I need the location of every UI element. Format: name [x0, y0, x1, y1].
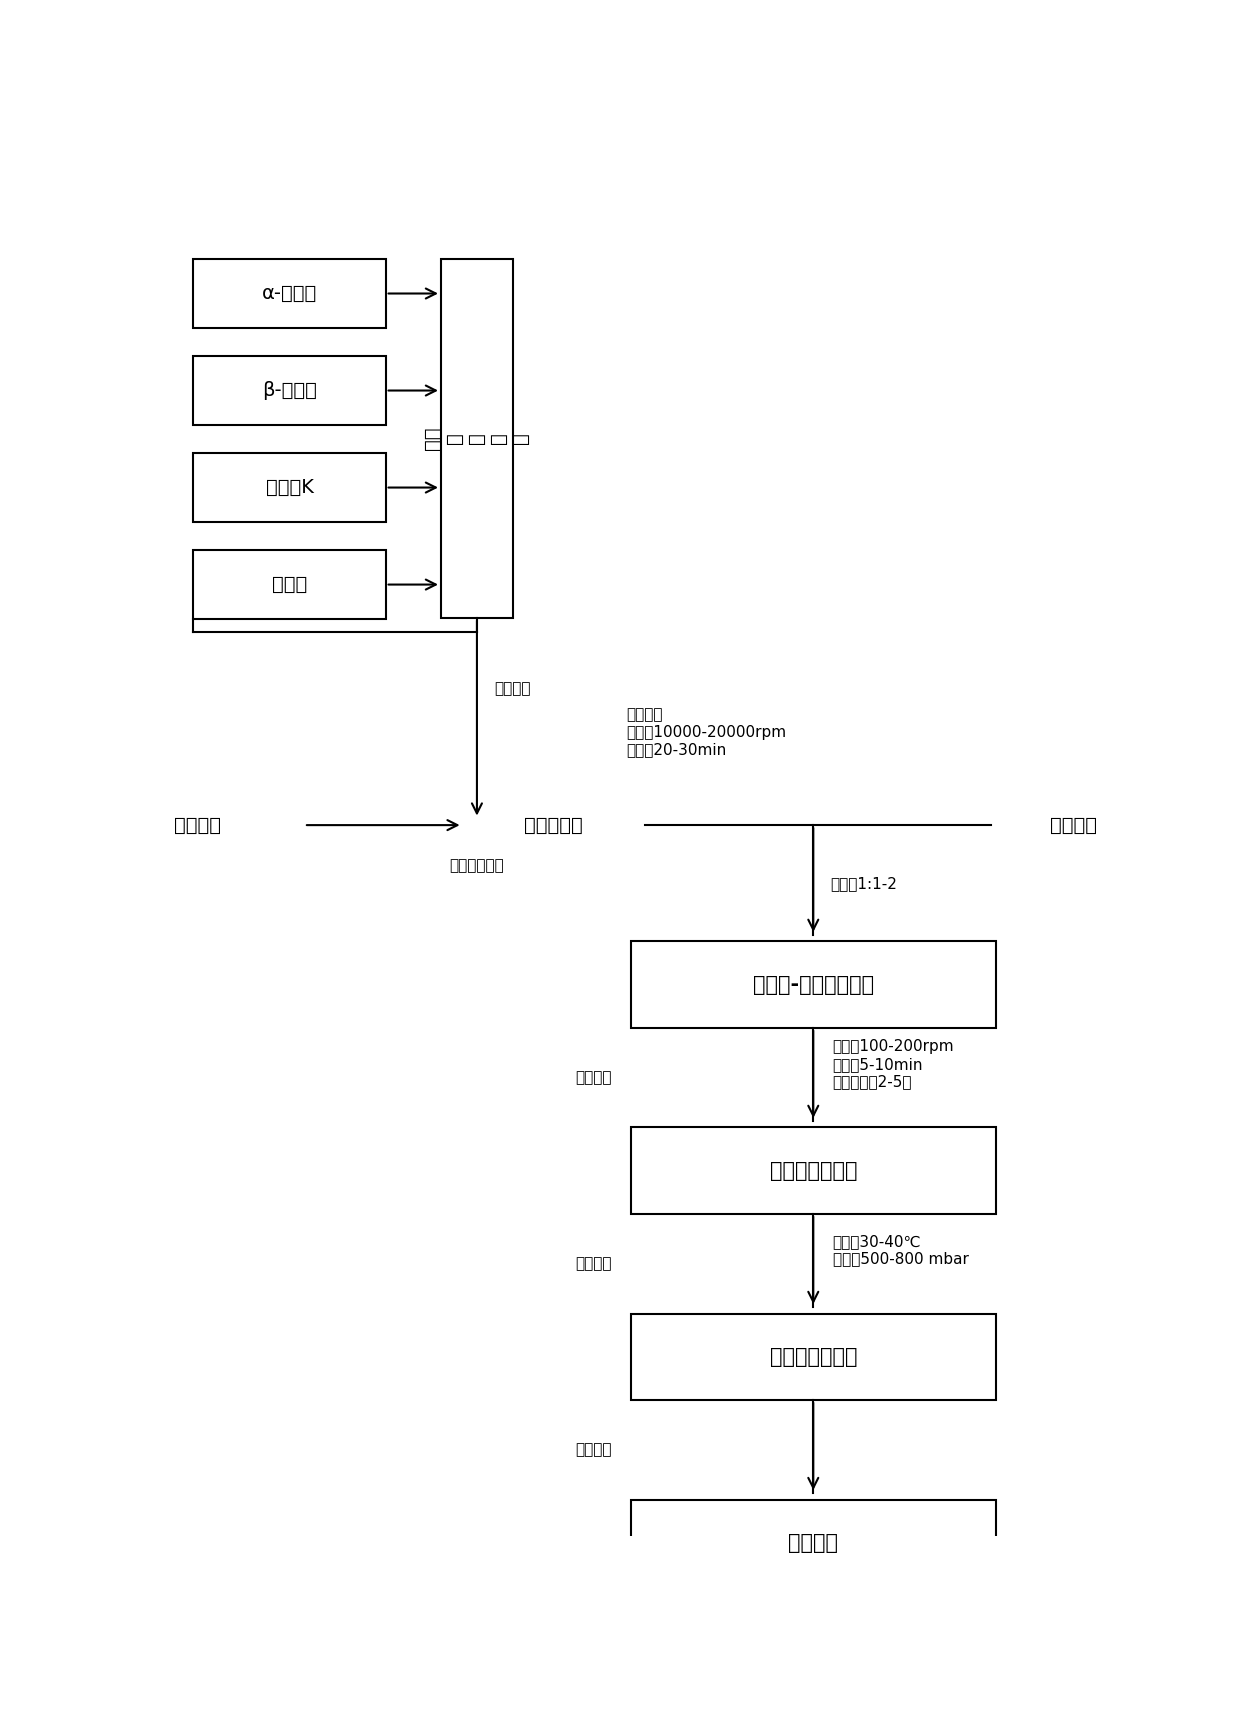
Text: 旋转蜗发: 旋转蜗发 — [575, 1257, 611, 1270]
Text: 有机溶剂: 有机溶剂 — [1050, 816, 1096, 835]
Text: 蛋白酶K: 蛋白酶K — [265, 478, 314, 497]
Text: β-淡粉酶: β-淡粉酶 — [262, 381, 317, 400]
Text: 液液萄取: 液液萄取 — [575, 1070, 611, 1086]
Text: 温度：30-40℃
压力：500-800 mbar: 温度：30-40℃ 压力：500-800 mbar — [832, 1234, 968, 1267]
Text: α-淡粉酶: α-淡粉酶 — [262, 285, 317, 304]
Bar — [193, 452, 386, 521]
Text: 脂肪酶: 脂肪酶 — [272, 575, 308, 594]
Bar — [631, 941, 996, 1027]
Bar — [193, 356, 386, 425]
Text: 初步浓缩有机相: 初步浓缩有机相 — [770, 1346, 857, 1367]
Text: 高速离心
转速：10000-20000rpm
时间：20-30min: 高速离心 转速：10000-20000rpm 时间：20-30min — [626, 708, 786, 758]
Text: 最佳酶解条件: 最佳酶解条件 — [450, 858, 505, 873]
Text: 待测样品: 待测样品 — [789, 1533, 838, 1553]
Bar — [631, 1313, 996, 1400]
Text: 体积比1:1-2: 体积比1:1-2 — [831, 875, 898, 891]
Text: 转速：100-200rpm
时间：5-10min
萄取次数：2-5次: 转速：100-200rpm 时间：5-10min 萄取次数：2-5次 — [832, 1039, 954, 1089]
Bar — [193, 259, 386, 328]
Text: 泥水混合物: 泥水混合物 — [525, 816, 583, 835]
Text: 萄取所得有机相: 萄取所得有机相 — [770, 1160, 857, 1181]
Bar — [631, 1127, 996, 1213]
Bar — [193, 551, 386, 620]
Text: 氮吹定容: 氮吹定容 — [575, 1443, 611, 1457]
Text: 污泥样品: 污泥样品 — [174, 816, 221, 835]
Bar — [441, 259, 513, 618]
Text: 正交实验: 正交实验 — [495, 680, 531, 696]
Text: 颟粒
污
泥
样
品: 颟粒 污 泥 样 品 — [423, 426, 531, 450]
Bar — [631, 1500, 996, 1586]
Text: 有机相-水相混合体系: 有机相-水相混合体系 — [753, 975, 874, 994]
